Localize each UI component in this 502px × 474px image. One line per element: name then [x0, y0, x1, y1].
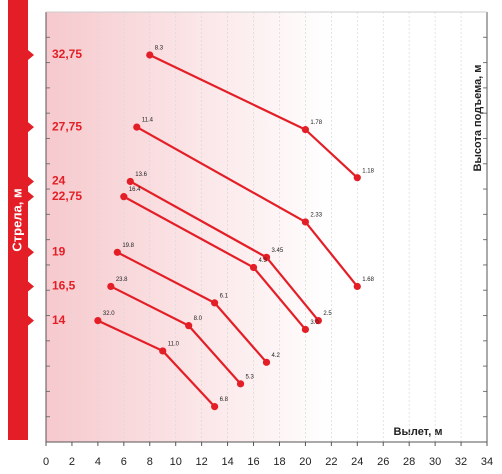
plot-area [46, 12, 487, 442]
point [107, 282, 115, 291]
load-label: 2.33 [310, 213, 322, 219]
x-tick-label: 10 [170, 456, 182, 468]
boom-length: 19 [52, 244, 66, 258]
boom-pointer [28, 281, 34, 292]
load-label: 6.1 [220, 293, 229, 299]
x-tick-label: 22 [325, 456, 337, 468]
load-label: 6.8 [220, 397, 229, 403]
x-tick-label: 26 [377, 456, 389, 468]
point [211, 299, 219, 307]
x-tick-label: 4 [95, 456, 101, 468]
boom-bar [8, 0, 28, 440]
x-tick-label: 20 [299, 456, 311, 468]
boom-pointer [28, 122, 34, 133]
boom-pointer [28, 176, 34, 187]
point [133, 123, 141, 131]
load-label: 3.0 [310, 320, 319, 326]
point [211, 402, 219, 411]
point [353, 174, 361, 182]
load-label: 8.0 [194, 316, 203, 322]
boom-length: 22,75 [52, 189, 82, 203]
point [262, 253, 271, 261]
boom-length: 24 [52, 174, 66, 188]
point [159, 347, 167, 355]
load-label: 16.4 [129, 187, 141, 193]
x-axis-label: Вылет, м [394, 426, 443, 438]
x-tick-label: 32 [455, 456, 467, 468]
point [185, 322, 193, 330]
x-tick-label: 18 [273, 456, 285, 468]
x-tick-label: 2 [69, 456, 75, 468]
boom-pointer [28, 191, 34, 202]
point [249, 263, 258, 272]
y-axis-label: Высота подъема, м [472, 65, 484, 172]
x-tick-label: 6 [121, 456, 127, 468]
load-label: 4.2 [272, 353, 281, 359]
boom-axis-label: Стрела, м [9, 188, 24, 251]
boom-length: 27,75 [52, 119, 82, 133]
point [262, 358, 271, 366]
x-tick-label: 28 [403, 456, 415, 468]
point [301, 126, 310, 134]
point [236, 380, 245, 388]
point [120, 193, 128, 201]
point [314, 316, 322, 325]
load-label: 11.0 [168, 342, 180, 348]
load-label: 23.8 [116, 277, 128, 283]
boom-pointer [28, 50, 34, 60]
x-tick-label: 8 [147, 456, 153, 468]
load-label: 4.3 [259, 258, 268, 264]
load-label: 5.3 [246, 374, 255, 380]
x-tick-label: 16 [247, 456, 259, 468]
point [301, 218, 310, 226]
point [94, 316, 102, 325]
boom-length: 32,75 [52, 47, 82, 61]
load-label: 1.18 [362, 168, 374, 174]
load-label: 3.45 [272, 248, 284, 254]
load-label: 19.8 [122, 243, 134, 249]
load-label: 13.6 [135, 172, 147, 178]
point [113, 248, 121, 256]
load-label: 11.4 [142, 118, 154, 124]
load-label: 32.0 [103, 311, 115, 317]
point [146, 51, 154, 59]
load-label: 8.3 [155, 46, 164, 52]
x-tick-label: 0 [43, 456, 49, 468]
boom-length: 14 [52, 313, 66, 327]
x-tick-label: 14 [221, 456, 233, 468]
load-label: 1.78 [310, 120, 322, 126]
x-tick-label: 24 [351, 456, 363, 468]
load-label: 2.5 [323, 311, 332, 317]
point [301, 325, 310, 334]
x-tick-label: 12 [196, 456, 208, 468]
load-label: 1.68 [362, 277, 374, 283]
point [126, 177, 134, 186]
boom-pointer [28, 315, 34, 326]
x-tick-label: 34 [481, 456, 493, 468]
point [353, 282, 361, 291]
x-tick-label: 30 [429, 456, 441, 468]
boom-length: 16,5 [52, 279, 76, 293]
boom-pointer [28, 247, 34, 258]
